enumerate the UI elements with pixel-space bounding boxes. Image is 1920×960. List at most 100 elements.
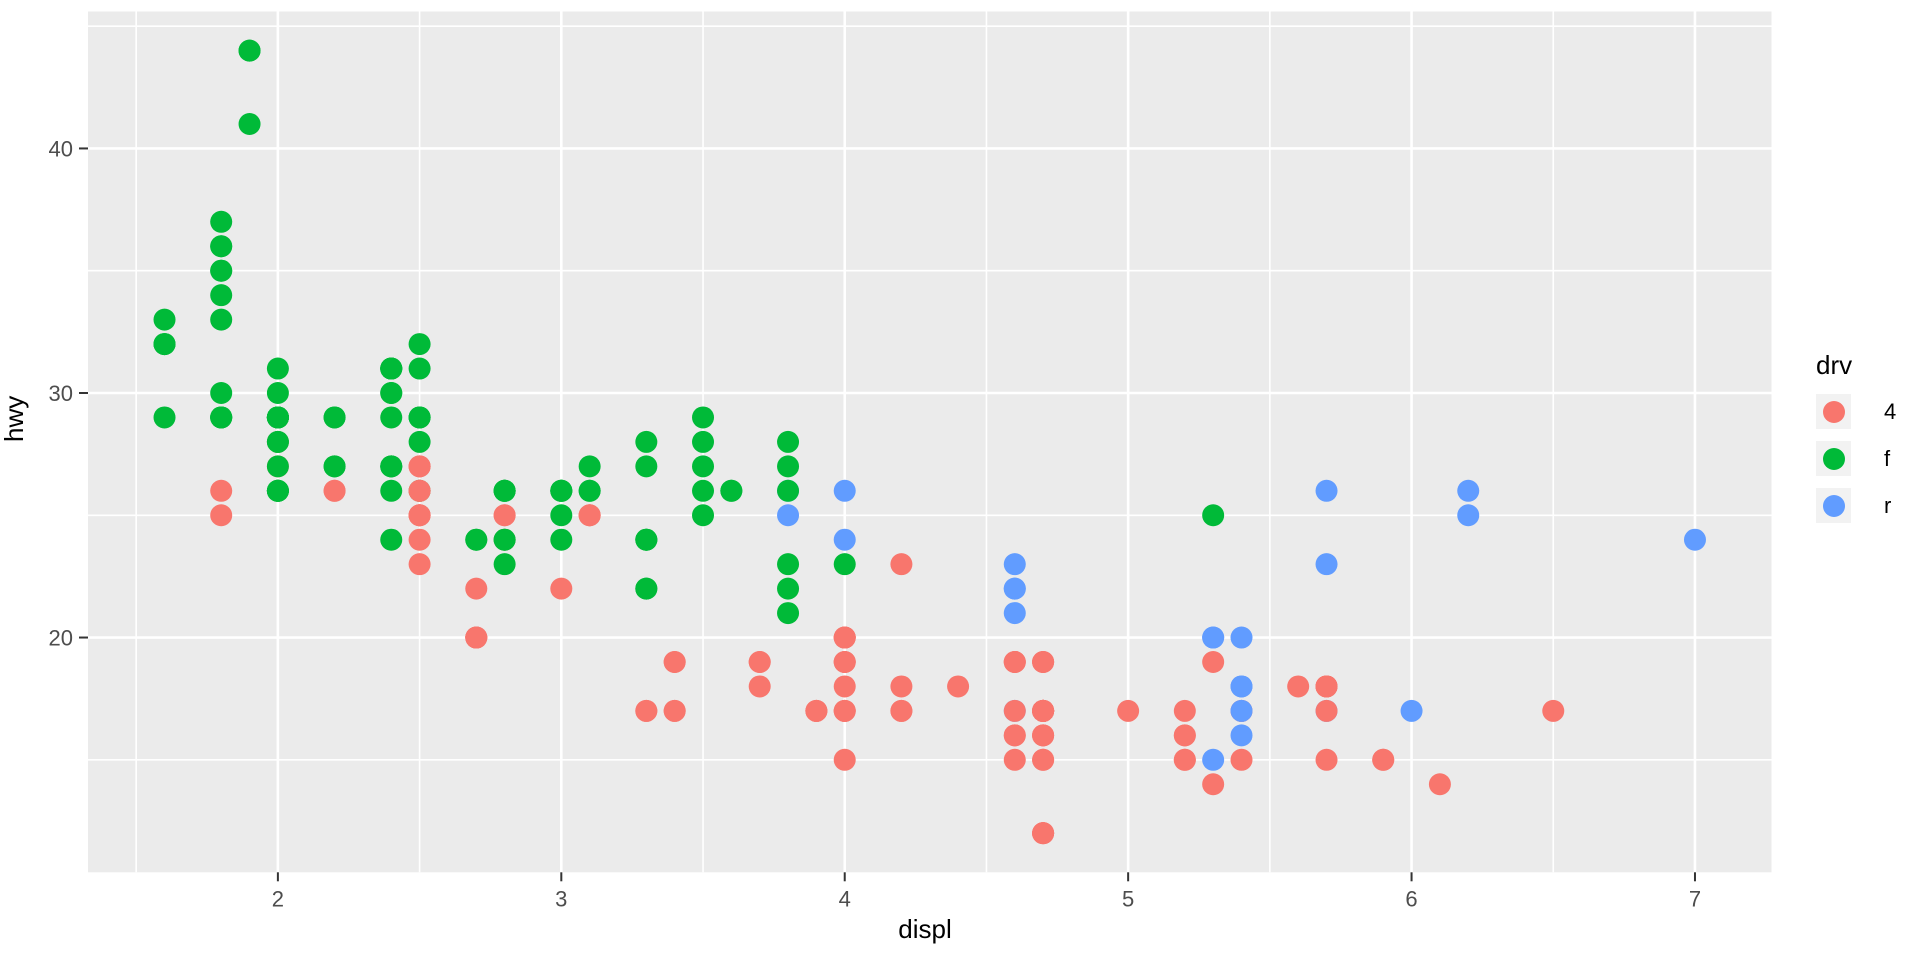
data-point bbox=[1315, 748, 1338, 771]
data-point bbox=[833, 748, 856, 771]
data-point bbox=[1003, 748, 1026, 771]
data-point bbox=[1032, 724, 1055, 747]
data-point bbox=[1202, 748, 1225, 771]
y-tick-label: 30 bbox=[49, 381, 73, 406]
data-point bbox=[1315, 553, 1338, 576]
data-point bbox=[210, 406, 233, 429]
data-point bbox=[1230, 724, 1253, 747]
data-point bbox=[777, 430, 800, 453]
data-point bbox=[153, 308, 176, 331]
data-point bbox=[210, 210, 233, 233]
data-point bbox=[692, 406, 715, 429]
data-point bbox=[833, 675, 856, 698]
data-point bbox=[266, 479, 289, 502]
data-point bbox=[266, 430, 289, 453]
data-point bbox=[947, 675, 970, 698]
data-point bbox=[777, 553, 800, 576]
data-point bbox=[210, 259, 233, 282]
y-tick-label: 20 bbox=[49, 626, 73, 651]
x-tick-label: 7 bbox=[1689, 886, 1701, 911]
data-point bbox=[408, 528, 431, 551]
data-point bbox=[1173, 699, 1196, 722]
y-tick-label: 40 bbox=[49, 136, 73, 161]
data-point bbox=[1230, 626, 1253, 649]
y-axis-title-text: hwy bbox=[0, 395, 29, 442]
data-point bbox=[210, 308, 233, 331]
data-point bbox=[1032, 822, 1055, 845]
data-point bbox=[210, 284, 233, 307]
data-point bbox=[1202, 773, 1225, 796]
data-point bbox=[777, 504, 800, 527]
data-point bbox=[578, 455, 601, 478]
x-tick-label: 3 bbox=[555, 886, 567, 911]
data-point bbox=[1003, 724, 1026, 747]
data-point bbox=[380, 479, 403, 502]
data-point bbox=[465, 528, 488, 551]
data-point bbox=[748, 650, 771, 673]
x-tick-label: 5 bbox=[1122, 886, 1134, 911]
data-point bbox=[1400, 699, 1423, 722]
data-point bbox=[266, 357, 289, 380]
data-point bbox=[380, 357, 403, 380]
data-point bbox=[1428, 773, 1451, 796]
data-point bbox=[493, 479, 516, 502]
data-point bbox=[266, 406, 289, 429]
data-point bbox=[890, 675, 913, 698]
data-point bbox=[635, 577, 658, 600]
legend-key bbox=[1816, 394, 1851, 429]
data-point bbox=[323, 406, 346, 429]
data-point bbox=[1003, 577, 1026, 600]
data-point bbox=[1287, 675, 1310, 698]
data-point bbox=[550, 504, 573, 527]
data-point bbox=[408, 357, 431, 380]
data-point bbox=[1032, 748, 1055, 771]
data-point bbox=[1003, 650, 1026, 673]
data-point bbox=[1173, 724, 1196, 747]
data-point bbox=[493, 528, 516, 551]
data-point bbox=[777, 602, 800, 625]
data-point bbox=[210, 504, 233, 527]
y-axis-title: hwy bbox=[0, 395, 29, 442]
legend-key-dot-4 bbox=[1822, 400, 1845, 423]
data-point bbox=[833, 553, 856, 576]
data-point bbox=[238, 39, 261, 62]
data-point bbox=[777, 479, 800, 502]
data-point bbox=[1202, 650, 1225, 673]
legend-entry: 4 bbox=[1816, 394, 1920, 429]
data-point bbox=[890, 553, 913, 576]
data-point bbox=[266, 381, 289, 404]
data-point bbox=[465, 626, 488, 649]
data-point bbox=[1230, 748, 1253, 771]
data-point bbox=[1457, 504, 1480, 527]
data-point bbox=[1032, 650, 1055, 673]
data-point bbox=[323, 479, 346, 502]
legend-key bbox=[1816, 441, 1851, 476]
data-point bbox=[323, 455, 346, 478]
data-point bbox=[380, 455, 403, 478]
data-point bbox=[1230, 675, 1253, 698]
x-tick-label: 6 bbox=[1405, 886, 1417, 911]
data-point bbox=[1315, 675, 1338, 698]
legend-key-dot-f bbox=[1822, 447, 1845, 470]
data-point bbox=[890, 699, 913, 722]
data-point bbox=[408, 333, 431, 356]
data-point bbox=[380, 406, 403, 429]
data-point bbox=[465, 577, 488, 600]
data-point bbox=[1003, 602, 1026, 625]
data-point bbox=[238, 112, 261, 135]
data-point bbox=[578, 504, 601, 527]
data-point bbox=[663, 699, 686, 722]
legend-entry: f bbox=[1816, 441, 1920, 476]
data-point bbox=[692, 430, 715, 453]
data-point bbox=[408, 504, 431, 527]
data-point bbox=[692, 455, 715, 478]
data-point bbox=[1542, 699, 1565, 722]
data-point bbox=[210, 479, 233, 502]
data-point bbox=[408, 406, 431, 429]
data-point bbox=[635, 528, 658, 551]
legend-entry-label: 4 bbox=[1884, 399, 1897, 424]
data-point bbox=[210, 381, 233, 404]
data-point bbox=[1003, 699, 1026, 722]
data-point bbox=[493, 504, 516, 527]
